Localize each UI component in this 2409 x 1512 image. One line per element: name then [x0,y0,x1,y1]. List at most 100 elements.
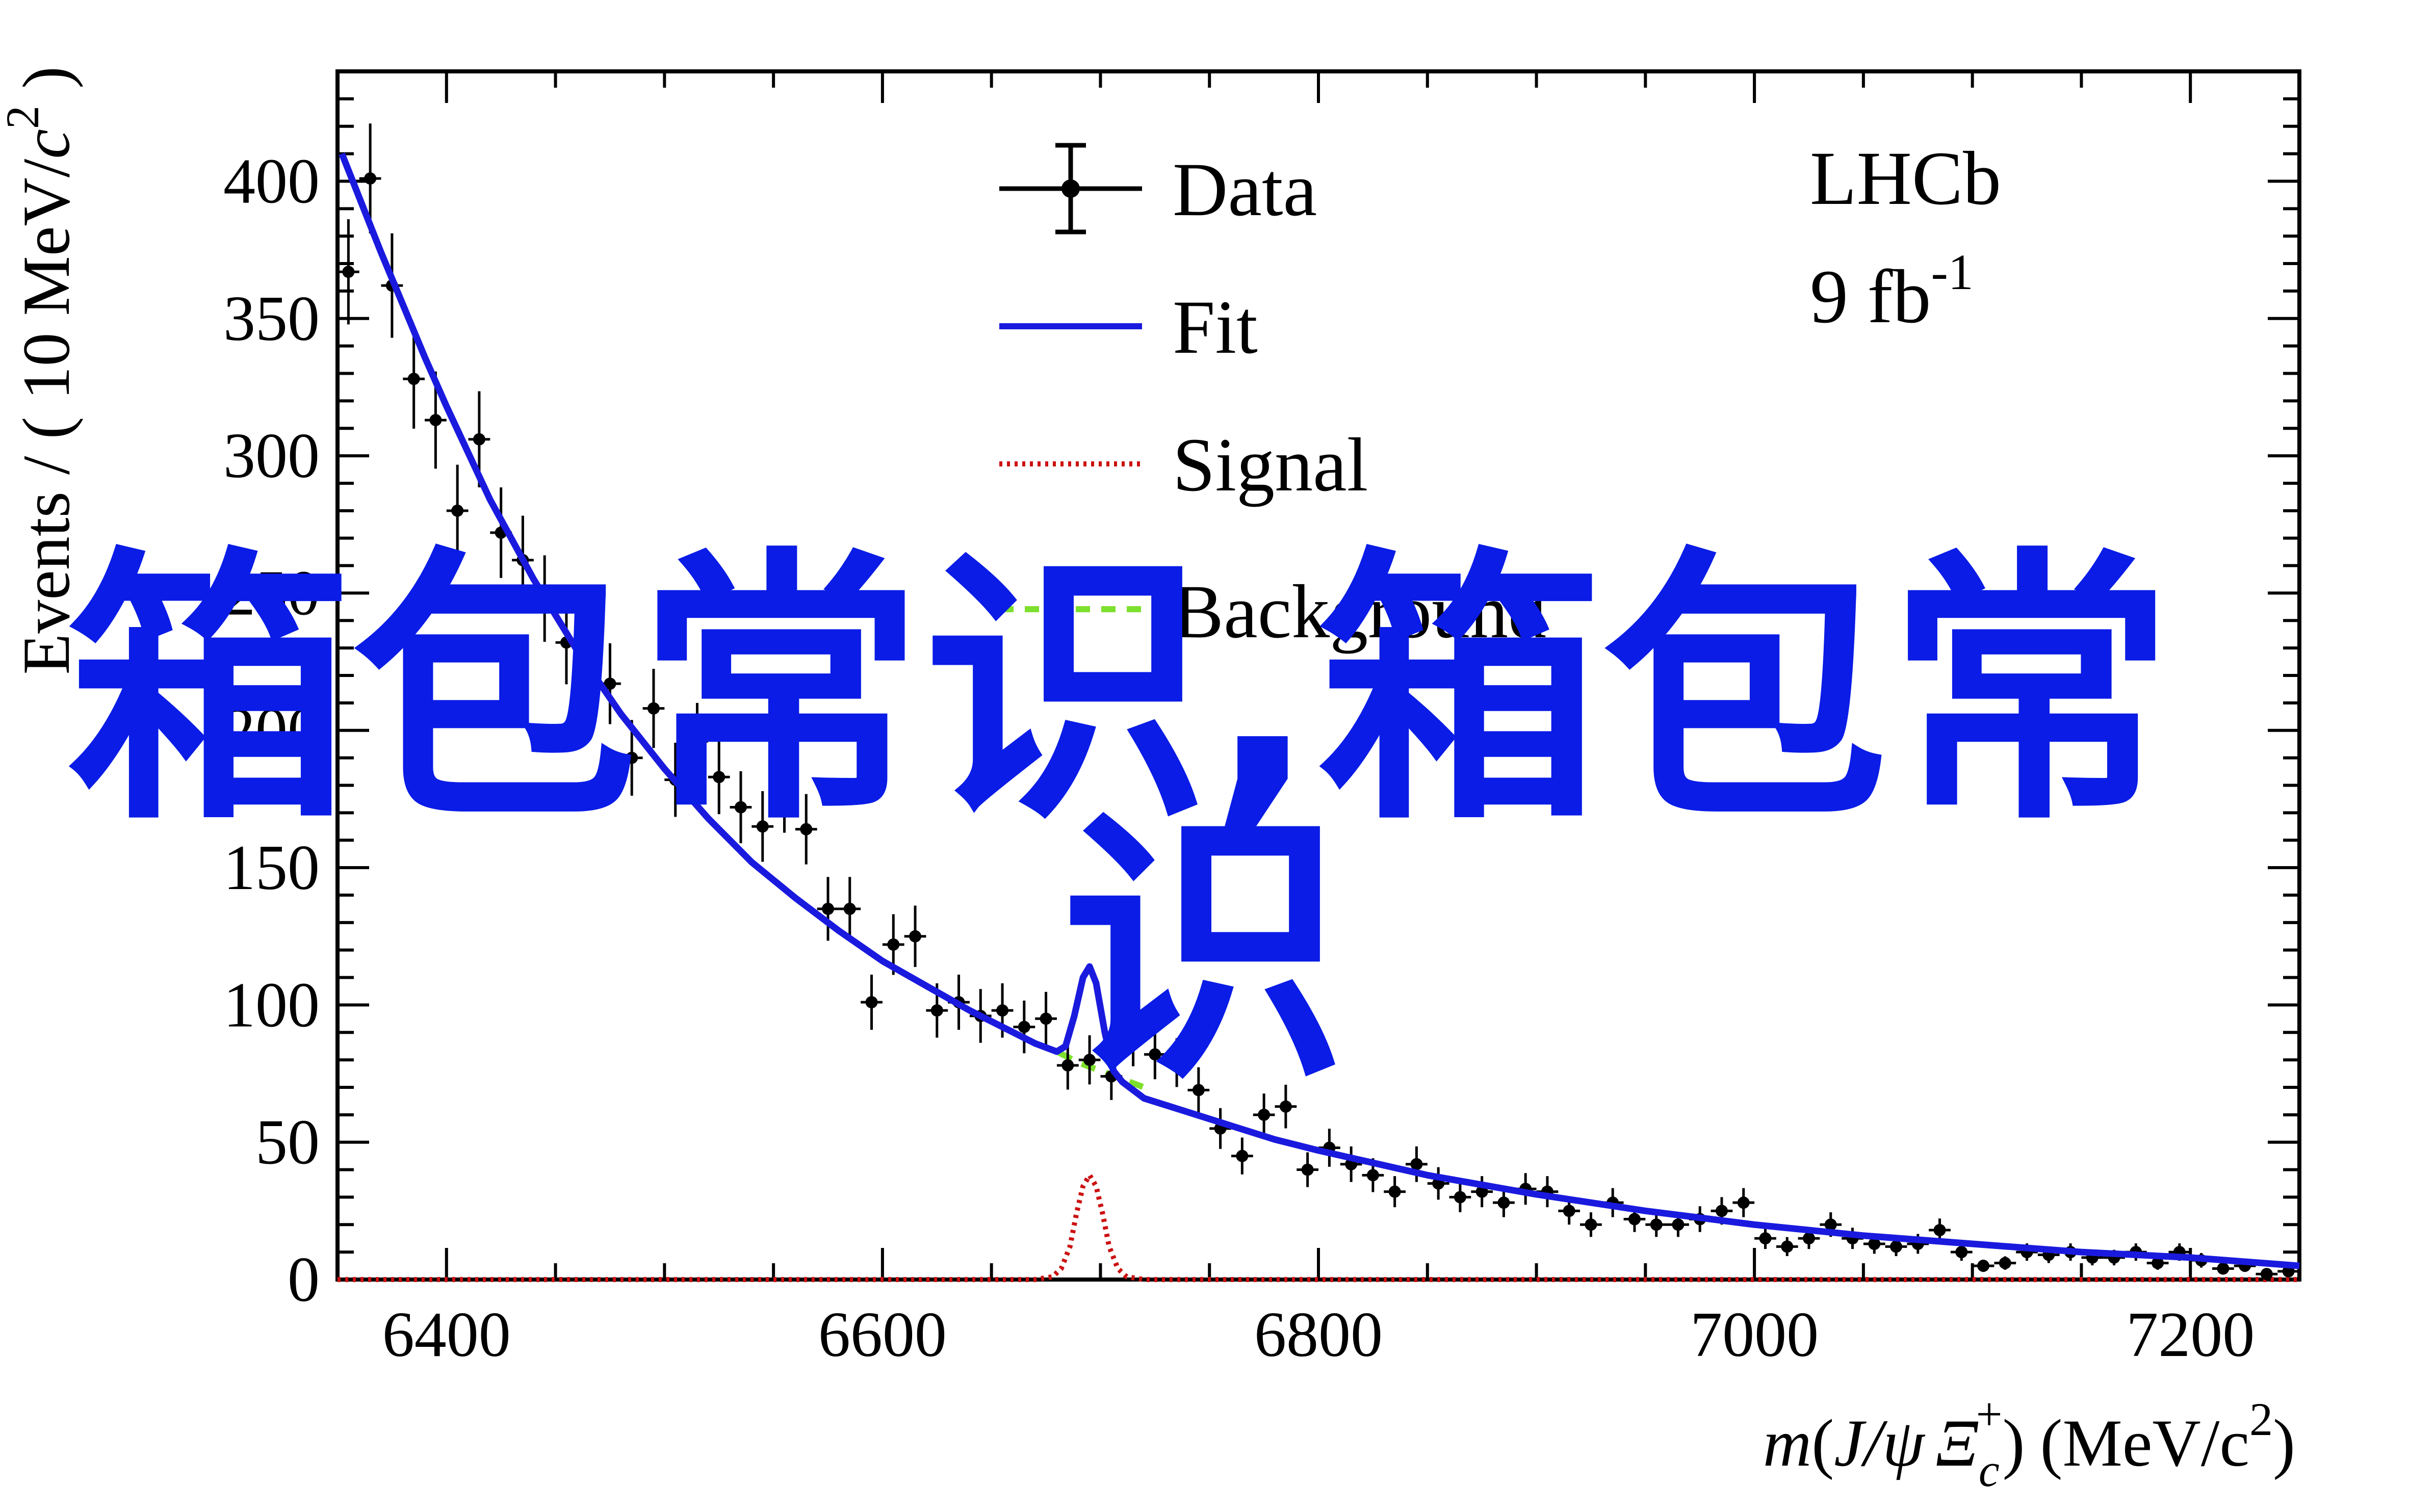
data-point-marker [647,702,660,715]
y-tick-label: 400 [223,146,320,217]
data-point [730,771,752,844]
data-point-marker [604,677,616,690]
data-point [1056,1041,1079,1090]
y-tick-label: 200 [223,695,320,766]
legend-item-fit: Fit [999,285,1258,370]
data-point [1231,1137,1253,1175]
y-tick-label: 350 [223,283,320,354]
data-point [686,702,708,780]
axis-ticks [336,70,2301,1281]
data-point [904,905,926,967]
data-point-marker [1040,1012,1052,1025]
data-point [1253,1093,1275,1136]
data-point [446,464,469,557]
data-point-marker [1955,1246,1968,1259]
data-point-marker [342,266,355,278]
data-point-marker [1803,1232,1815,1245]
data-point [1275,1084,1297,1129]
legend-item-signal: Signal [999,423,1368,507]
data-point [773,760,795,833]
data-point-marker [1497,1196,1510,1209]
data-point [1078,1035,1101,1085]
data-point-marker [451,504,464,517]
data-point [1187,1067,1210,1113]
data-point [1732,1188,1755,1217]
data-point [1297,1152,1318,1187]
legend-label-background: Background [1173,569,1546,654]
x-tick-label: 6600 [818,1299,947,1370]
data-point-marker [887,938,900,951]
y-axis-title: Events / ( 10 MeV/c2 ) [0,66,84,674]
data-points-layer [338,123,2300,1281]
data-point-marker [582,691,594,704]
data-point-marker [364,172,377,185]
y-tick-label: 50 [255,1107,320,1178]
data-point-marker [626,751,638,764]
data-point [861,974,883,1030]
data-point-marker [1759,1232,1772,1245]
data-point-marker [713,771,726,784]
data-point-marker [1018,1021,1030,1033]
data-point-marker [1715,1205,1728,1217]
data-point-marker [778,790,791,802]
data-point [338,219,359,325]
data-point [642,668,665,748]
y-tick-label: 0 [288,1244,320,1315]
data-point-marker [800,823,813,836]
data-point-marker [1737,1196,1750,1209]
data-point-marker [1868,1237,1881,1250]
signal-curve [338,1170,2299,1282]
data-point-marker [1890,1240,1903,1253]
data-point-marker [473,433,485,446]
data-point-marker [1301,1163,1314,1176]
x-tick-label: 7000 [1690,1299,1819,1370]
y-tick-label: 100 [223,970,320,1040]
data-point-marker [1258,1108,1271,1121]
x-axis-title: m(J/ψ Ξc+) (MeV/c2) [1763,1388,2295,1496]
data-point-marker [734,801,747,814]
x-tick-label: 7200 [2126,1299,2255,1370]
data-point [1318,1129,1340,1167]
data-point-marker [1999,1257,2011,1269]
x-tick-label: 6400 [382,1299,511,1370]
data-point [1994,1256,2016,1270]
data-point [1013,1000,1035,1054]
legend-label-fit: Fit [1173,285,1258,370]
data-point-marker [2260,1268,2273,1281]
data-point-marker [1127,1034,1139,1047]
data-point [1427,1167,1449,1200]
data-point-marker [1192,1084,1205,1097]
data-point-marker [1410,1158,1423,1170]
data-point-marker [1933,1224,1946,1237]
legend-item-background: Background [999,569,1546,654]
data-point-marker [1781,1240,1794,1253]
data-point [817,877,839,941]
data-point [1754,1228,1776,1249]
data-point-marker [1149,1048,1161,1061]
data-point [1645,1212,1668,1237]
y-tick-label: 250 [223,558,320,629]
data-point-marker [1585,1218,1597,1231]
data-point [2256,1268,2278,1281]
data-point-marker [1824,1218,1837,1231]
fit-curve [339,152,2300,1269]
data-point [795,794,817,865]
data-point [1580,1212,1602,1237]
y-tick-label: 300 [223,421,320,491]
data-point [708,740,730,815]
data-point-marker [2152,1257,2164,1269]
data-point [2212,1262,2234,1275]
data-point-marker [1672,1218,1685,1231]
data-point [1384,1176,1406,1208]
data-point [1209,1108,1231,1149]
data-point-marker [1171,1056,1183,1069]
data-point-marker [1388,1185,1401,1198]
data-point-marker [429,414,442,427]
data-point [1122,1015,1144,1066]
watermark-line-1: 箱包常识,箱包常 [66,526,2173,858]
data-point-marker [756,820,769,833]
data-point-marker [1061,1059,1074,1072]
data-point-marker [930,1004,943,1017]
legend: Data Fit Signal Background [999,143,1546,654]
